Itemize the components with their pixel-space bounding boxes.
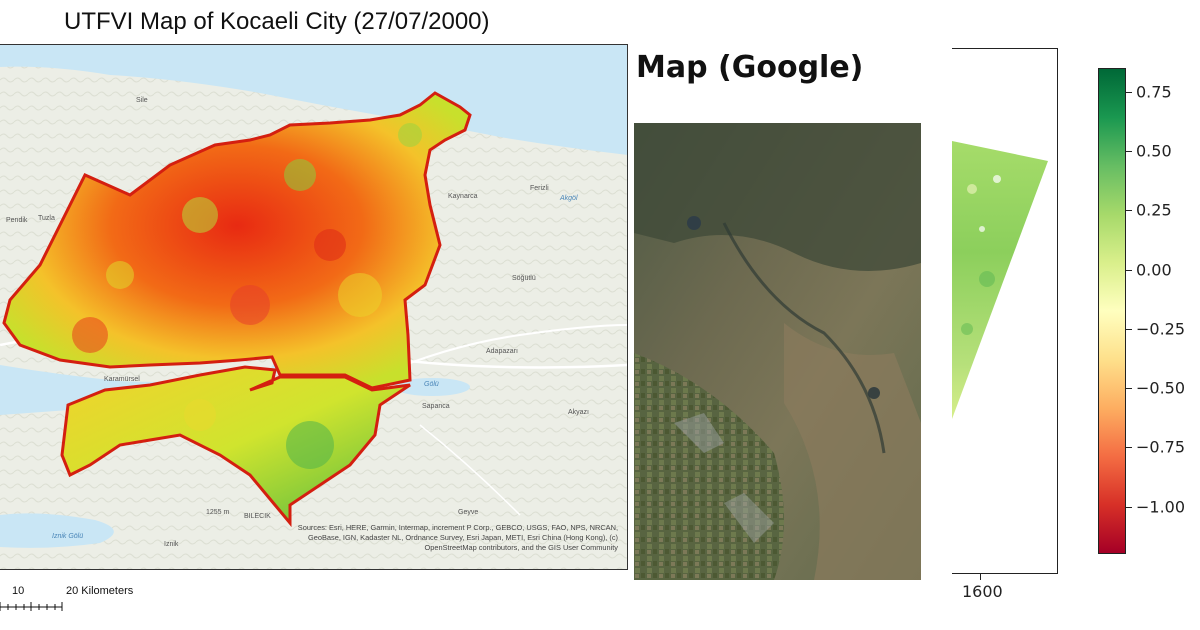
sapanca-lake: [394, 378, 470, 396]
utfvi-map-canvas: [0, 45, 627, 569]
colorbar-tick: [1126, 447, 1132, 449]
utfvi-map-title: UTFVI Map of Kocaeli City (27/07/2000): [64, 8, 490, 35]
scale-bar: 10 20 Kilometers: [0, 585, 200, 615]
place-label-geyve: Geyve: [458, 509, 479, 516]
scale-bar-ticks: [0, 602, 63, 611]
colorbar-tick-label: 0.50: [1136, 141, 1172, 161]
place-label-tuzla: Tuzla: [38, 215, 55, 222]
google-map-panel: Map (Google): [632, 0, 950, 630]
scale-label-10: 10: [12, 585, 25, 597]
place-label-golu: Gölü: [424, 381, 439, 388]
place-label-akgol: Akgöl: [560, 195, 578, 202]
place-label-akyazi: Akyazı: [568, 409, 590, 416]
place-label-elevation: 1255 m: [206, 509, 230, 516]
x-tick-label-1600: 1600: [962, 582, 1003, 601]
ndvi-colorbar: [1098, 68, 1126, 554]
place-label-sile: Sile: [136, 97, 148, 104]
ndvi-image: [952, 141, 1048, 419]
scale-label-20-km: 20 Kilometers: [66, 585, 134, 597]
place-label-bilecik: BILECIK: [244, 513, 271, 520]
place-label-pendik: Pendik: [6, 217, 28, 224]
utfvi-map-frame[interactable]: Sile Kaynarca Ferizli Akgöl Söğütlü Adap…: [0, 44, 628, 570]
utfvi-map-panel: UTFVI Map of Kocaeli City (27/07/2000): [0, 8, 628, 615]
colorbar-tick: [1126, 388, 1132, 390]
colorbar-tick: [1126, 150, 1132, 152]
colorbar-tick-label: −0.50: [1136, 378, 1186, 398]
place-label-iznik: Iznik: [164, 541, 179, 548]
place-label-iznik-golu: Iznik Gölü: [52, 533, 84, 540]
colorbar-tick-label: 0.00: [1136, 260, 1172, 279]
black-sea: [0, 45, 627, 155]
ndvi-plot-panel: 1600 0.75 0.50 0.25 0.00 −0.25 −0.50 −0.75 −1.0…: [950, 0, 1200, 630]
colorbar-tick: [1126, 269, 1132, 271]
iznik-lake: [0, 513, 114, 548]
colorbar-tick-label: 0.75: [1136, 82, 1172, 102]
colorbar-tick: [1126, 506, 1132, 508]
colorbar-tick: [1126, 91, 1132, 93]
satellite-image-canvas: [634, 123, 921, 580]
place-label-sogutlu: Söğütlü: [512, 275, 536, 282]
place-label-ferizli: Ferizli: [530, 185, 549, 192]
ndvi-plot-axes[interactable]: [952, 48, 1058, 574]
colorbar-tick: [1126, 328, 1132, 330]
x-tick-1600: [980, 574, 981, 580]
colorbar-tick-label: 0.25: [1136, 200, 1172, 220]
place-label-adapazari: Adapazarı: [486, 348, 518, 355]
colorbar-tick: [1126, 210, 1132, 212]
place-label-karamursel: Karamürsel: [104, 376, 140, 383]
colorbar-tick-label: −0.75: [1136, 437, 1186, 457]
place-label-kaynarca: Kaynarca: [448, 193, 478, 200]
colorbar-tick-label: −1.00: [1136, 497, 1186, 517]
place-label-sapanca: Sapanca: [422, 403, 450, 410]
colorbar-tick-label: −0.25: [1136, 319, 1186, 339]
kocaeli-region: [2, 91, 472, 528]
map-attribution: Sources: Esri, HERE, Garmin, Intermap, i…: [297, 523, 618, 552]
satellite-image[interactable]: [634, 123, 921, 580]
google-map-title: Map (Google): [636, 50, 864, 85]
